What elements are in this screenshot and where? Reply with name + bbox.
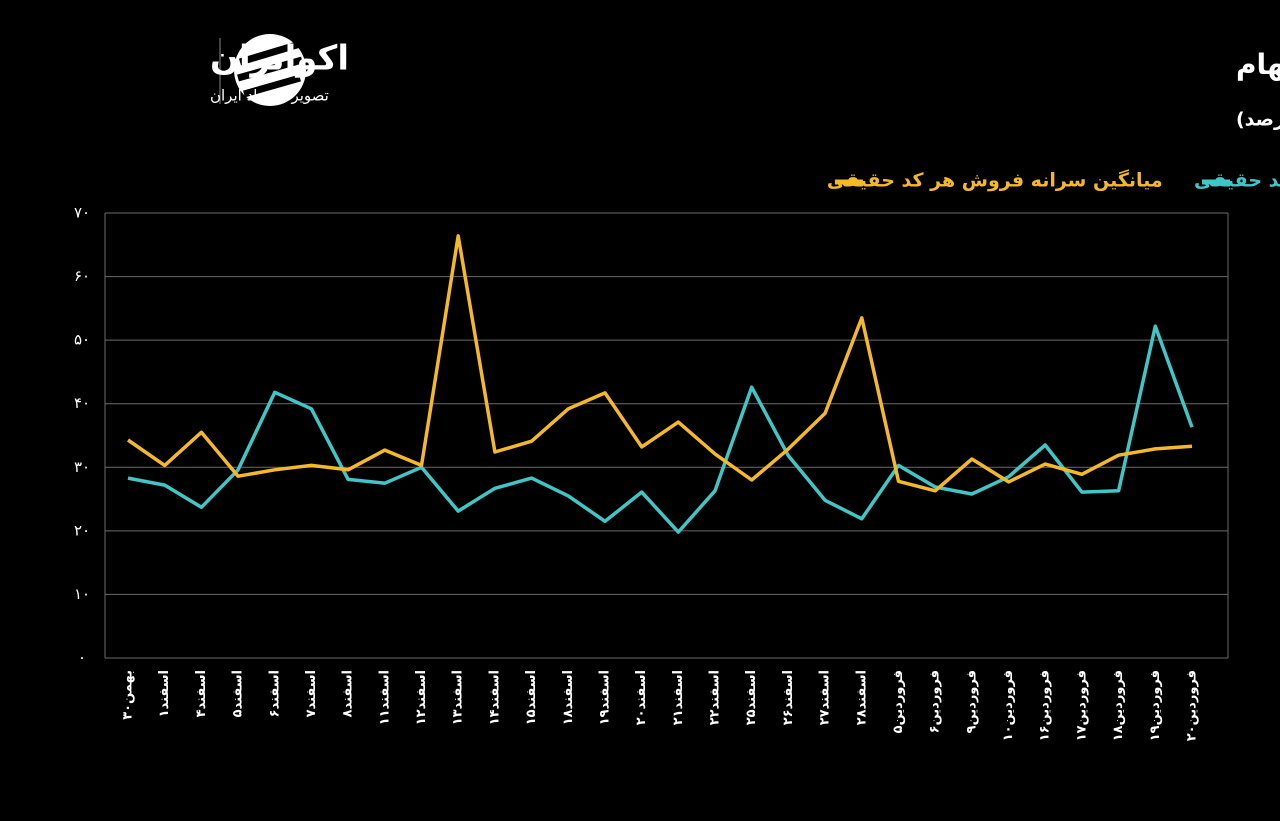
x-tick-label: اسفند۷ [304, 670, 319, 717]
x-tick-label: اسفند۲۵ [744, 670, 759, 725]
y-tick-label: ۰ [78, 649, 86, 667]
x-tick-label: اسفند۵ [231, 670, 246, 717]
chart-subtitle: (واحد: درصد) [1236, 109, 1280, 131]
x-tick-label: اسفند۴ [194, 670, 209, 717]
x-tick-label: اسفند۱۸ [561, 670, 576, 725]
x-tick-label: اسفند۲۸ [854, 670, 869, 725]
legend-label: میانگین سرانه خرید هر کد حقیقی [1194, 169, 1280, 192]
y-tick-label: ۱۰ [74, 585, 90, 603]
legend: میانگین سرانه خرید هر کد حقیقی میانگین سر… [827, 169, 1280, 192]
x-tick-label: فروردین۶ [928, 670, 943, 733]
x-tick-label: اسفند۱۹ [597, 670, 612, 725]
series-line [127, 324, 1194, 534]
y-tick-label: ۴۰ [74, 394, 90, 412]
x-tick-label: فروردین۱۰ [1001, 670, 1016, 741]
chart-title: روند ارزش سرانه خرید و فروش هر کد حقیقی … [1236, 48, 1280, 81]
x-tick-label: اسفند۶ [267, 670, 282, 717]
x-tick-label: اسفند۱ [157, 670, 172, 717]
y-tick-label: ۳۰ [74, 458, 90, 476]
x-tick-label: فروردین۵ [891, 670, 906, 733]
x-tick-label: بهمن۳۰ [121, 670, 136, 720]
x-tick-label: اسفند۲۰ [634, 670, 649, 725]
y-tick-label: ۶۰ [74, 267, 90, 285]
x-tick-label: فروردین۹ [964, 670, 979, 733]
x-tick-label: اسفند۲۶ [781, 670, 796, 725]
x-tick-label: اسفند۲۲ [708, 670, 723, 725]
x-tick-label: فروردین۱۷ [1074, 670, 1089, 741]
brand-tagline: تصویر اقتصاد ایران [210, 87, 329, 105]
y-tick-label: ۵۰ [74, 331, 90, 349]
x-tick-label: فروردین۲۰ [1185, 670, 1200, 741]
x-tick-label: اسفند۱۳ [451, 670, 466, 725]
legend-label: میانگین سرانه فروش هر کد حقیقی [827, 169, 1163, 192]
y-tick-label: ۲۰ [74, 521, 90, 539]
x-tick-label: فروردین۱۸ [1111, 670, 1126, 741]
x-tick-label: اسفند۲۷ [818, 670, 833, 725]
x-tick-label: اسفند۱۱ [377, 670, 392, 725]
x-tick-label: اسفند۸ [341, 670, 356, 717]
x-tick-label: اسفند۱۴ [487, 670, 502, 725]
x-tick-label: اسفند۱۲ [414, 670, 429, 725]
brand-name: اکوایران [210, 39, 349, 79]
x-tick-label: فروردین۱۶ [1038, 670, 1053, 741]
y-tick-label: ۷۰ [74, 204, 90, 222]
x-tick-label: اسفند۲۱ [671, 670, 686, 725]
series-line [127, 234, 1193, 493]
x-tick-label: فروردین۱۹ [1148, 670, 1163, 741]
logo-icon [234, 34, 306, 106]
x-tick-label: اسفند۱۵ [524, 670, 539, 725]
